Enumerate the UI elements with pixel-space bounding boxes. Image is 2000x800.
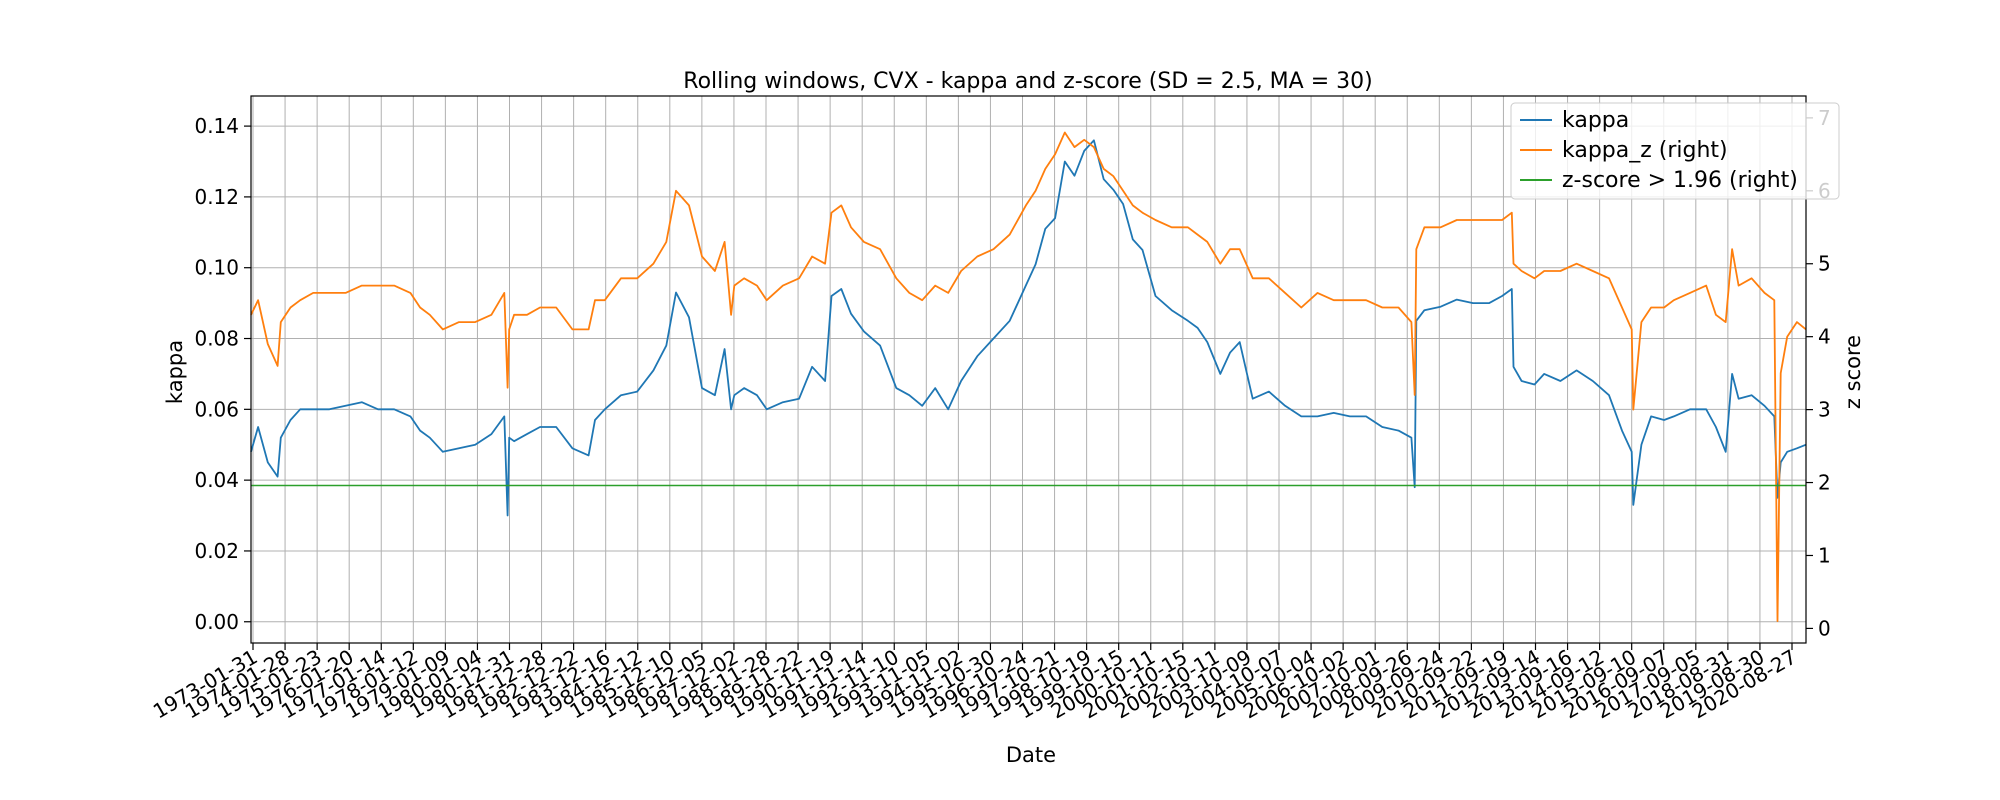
y-tick-label-left: 0.04	[194, 468, 239, 492]
legend-label-z-threshold: z-score > 1.96 (right)	[1562, 168, 1798, 193]
y-tick-label-left: 0.12	[194, 185, 239, 209]
plot-frame	[250, 95, 1807, 644]
y-axis-title-left: kappa	[163, 340, 187, 404]
y-tick-label-right: 1	[1818, 543, 1831, 567]
y-tick-label-right: 4	[1818, 325, 1831, 349]
legend-frame	[1510, 102, 1840, 200]
y-tick-label-left: 0.02	[194, 539, 239, 563]
y-tick-label-left: 0.14	[194, 114, 239, 138]
y-tick-label-right: 3	[1818, 398, 1831, 422]
y-axis-title-right: z score	[1841, 335, 1865, 409]
y-tick-label-right: 2	[1818, 471, 1831, 495]
series-layer	[250, 131, 1807, 622]
legend: kappa kappa_z (right) z-score > 1.96 (ri…	[1510, 102, 1840, 200]
series-line-kappa-z	[250, 131, 1807, 622]
y-tick-label-left: 0.10	[194, 256, 239, 280]
x-axis-title: Date	[1006, 743, 1056, 767]
legend-label-kappa: kappa	[1562, 108, 1629, 133]
y-tick-label-right: 0	[1818, 616, 1831, 640]
axes-layer: 0.000.020.040.060.080.100.120.1401234567…	[149, 95, 1831, 723]
y-tick-label-left: 0.00	[194, 610, 239, 634]
y-tick-label-left: 0.08	[194, 327, 239, 351]
y-tick-label-right: 5	[1818, 252, 1831, 276]
grid-layer	[251, 96, 1806, 643]
legend-label-kappa-z: kappa_z (right)	[1562, 138, 1728, 163]
chart-title: Rolling windows, CVX - kappa and z-score…	[683, 69, 1372, 94]
y-tick-label-left: 0.06	[194, 397, 239, 421]
series-line-kappa	[250, 139, 1807, 517]
